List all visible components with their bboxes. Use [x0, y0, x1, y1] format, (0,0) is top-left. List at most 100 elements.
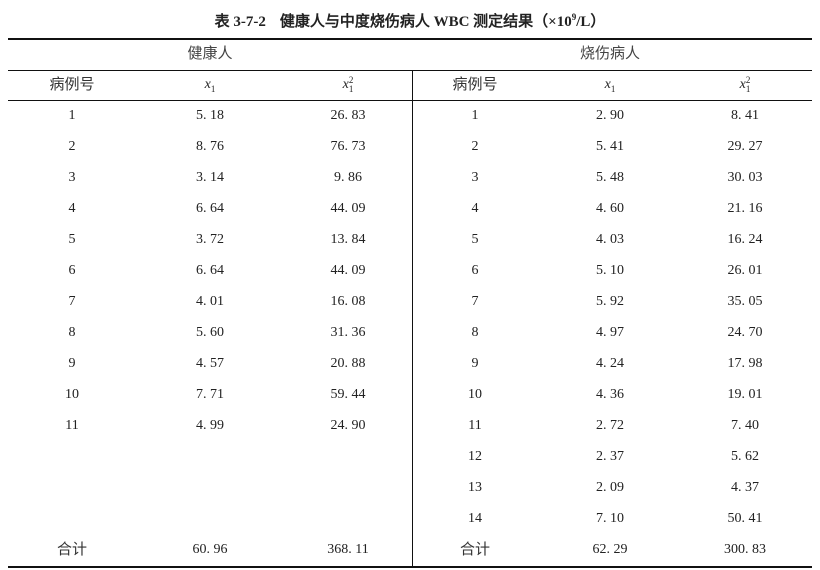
burn-x1-squared: 8. 41	[731, 108, 759, 123]
burn-x1-squared: 50. 41	[727, 511, 763, 526]
burn-case-no: 6	[471, 263, 479, 278]
burn-x1-squared: 17. 98	[727, 356, 763, 371]
burn-x1: 2. 09	[596, 480, 624, 495]
burn-x1: 2. 37	[596, 449, 624, 464]
burn-x1-squared: 4. 37	[731, 480, 759, 495]
burn-case-no: 12	[468, 449, 482, 464]
header-case-no-burn: 病例号	[452, 77, 498, 93]
burn-case-no: 10	[468, 387, 482, 402]
healthy-x1-squared: 26. 83	[330, 108, 366, 123]
burn-x1: 4. 97	[596, 325, 624, 340]
header-x1-burn: x1	[550, 75, 670, 99]
burn-x1: 4. 03	[596, 232, 624, 247]
header-x1-squared-burn: x2 1	[685, 75, 805, 95]
burn-x1-squared: 24. 70	[727, 325, 763, 340]
burn-case-no: 11	[468, 418, 482, 433]
bottom-rule	[8, 566, 812, 568]
table-number: 表 3-7-2	[214, 14, 266, 30]
burn-x1-squared: 21. 16	[727, 201, 763, 216]
healthy-case-no: 2	[68, 139, 76, 154]
healthy-case-no: 1	[68, 108, 76, 123]
burn-x1-squared: 26. 01	[727, 263, 763, 278]
top-rule	[8, 38, 812, 40]
burn-x1-squared: 16. 24	[727, 232, 763, 247]
healthy-x1: 4. 57	[196, 356, 224, 371]
var-sub: 1	[348, 83, 354, 94]
table-title: 表 3-7-2 健康人与中度烧伤病人 WBC 测定结果（×109/L）	[0, 10, 820, 31]
healthy-x1: 3. 72	[196, 232, 224, 247]
total-label-healthy: 合计	[56, 542, 87, 558]
healthy-x1: 5. 18	[196, 108, 224, 123]
var-x: x	[739, 77, 746, 92]
healthy-x1-squared: 76. 73	[330, 139, 366, 154]
group-header-healthy: 健康人	[187, 46, 233, 62]
var-x: x	[604, 77, 611, 92]
var-x: x	[204, 77, 211, 92]
burn-case-no: 8	[471, 325, 479, 340]
title-text: 健康人与中度烧伤病人 WBC 测定结果（×10	[279, 14, 572, 30]
burn-case-no: 2	[471, 139, 479, 154]
var-sup: 2	[745, 74, 751, 85]
healthy-x1-squared: 9. 86	[334, 170, 362, 185]
healthy-x1: 5. 60	[196, 325, 224, 340]
var-sub: 1	[610, 83, 616, 94]
healthy-x1-squared: 44. 09	[330, 201, 366, 216]
healthy-x1-squared: 20. 88	[330, 356, 366, 371]
healthy-x1-squared: 44. 09	[330, 263, 366, 278]
burn-case-no: 7	[471, 294, 479, 309]
total-burn-x1: 62. 29	[592, 542, 628, 557]
burn-x1: 4. 60	[596, 201, 624, 216]
healthy-x1-squared: 31. 36	[330, 325, 366, 340]
title-exponent: 9	[571, 12, 577, 22]
healthy-case-no: 5	[68, 232, 76, 247]
burn-x1-squared: 5. 62	[731, 449, 759, 464]
total-burn-x1-squared: 300. 83	[724, 542, 766, 557]
burn-case-no: 3	[471, 170, 479, 185]
healthy-case-no: 4	[68, 201, 76, 216]
header-x1-healthy: x1	[150, 75, 270, 99]
healthy-case-no: 7	[68, 294, 76, 309]
header-case-no-healthy: 病例号	[49, 77, 95, 93]
var-sup: 2	[348, 74, 354, 85]
total-healthy-x1-squared: 368. 11	[327, 542, 369, 557]
healthy-x1-squared: 24. 90	[330, 418, 366, 433]
healthy-x1: 4. 01	[196, 294, 224, 309]
burn-x1: 5. 10	[596, 263, 624, 278]
burn-x1-squared: 35. 05	[727, 294, 763, 309]
burn-case-no: 4	[471, 201, 479, 216]
var-x: x	[342, 77, 349, 92]
burn-x1: 2. 72	[596, 418, 624, 433]
healthy-x1: 4. 99	[196, 418, 224, 433]
healthy-x1: 6. 64	[196, 263, 224, 278]
burn-case-no: 9	[471, 356, 479, 371]
burn-case-no: 14	[468, 511, 482, 526]
burn-x1-squared: 19. 01	[727, 387, 763, 402]
healthy-x1-squared: 59. 44	[330, 387, 366, 402]
healthy-case-no: 8	[68, 325, 76, 340]
burn-case-no: 5	[471, 232, 479, 247]
total-label-burn: 合计	[459, 542, 490, 558]
var-sub: 1	[210, 83, 216, 94]
title-unit: /L）	[576, 14, 606, 30]
column-divider	[412, 70, 413, 567]
burn-x1: 4. 36	[596, 387, 624, 402]
burn-x1: 5. 41	[596, 139, 624, 154]
var-sub: 1	[745, 83, 751, 94]
group-rule	[8, 70, 812, 71]
healthy-case-no: 9	[68, 356, 76, 371]
burn-x1-squared: 29. 27	[727, 139, 763, 154]
burn-x1-squared: 30. 03	[727, 170, 763, 185]
healthy-case-no: 10	[65, 387, 79, 402]
header-rule	[8, 100, 812, 101]
burn-x1: 5. 92	[596, 294, 624, 309]
burn-x1: 7. 10	[596, 511, 624, 526]
healthy-case-no: 11	[65, 418, 79, 433]
total-healthy-x1: 60. 96	[192, 542, 228, 557]
healthy-x1: 6. 64	[196, 201, 224, 216]
header-x1-squared-healthy: x2 1	[288, 75, 408, 95]
healthy-case-no: 6	[68, 263, 76, 278]
healthy-x1: 7. 71	[196, 387, 224, 402]
healthy-x1: 8. 76	[196, 139, 224, 154]
burn-x1-squared: 7. 40	[731, 418, 759, 433]
burn-case-no: 1	[471, 108, 479, 123]
